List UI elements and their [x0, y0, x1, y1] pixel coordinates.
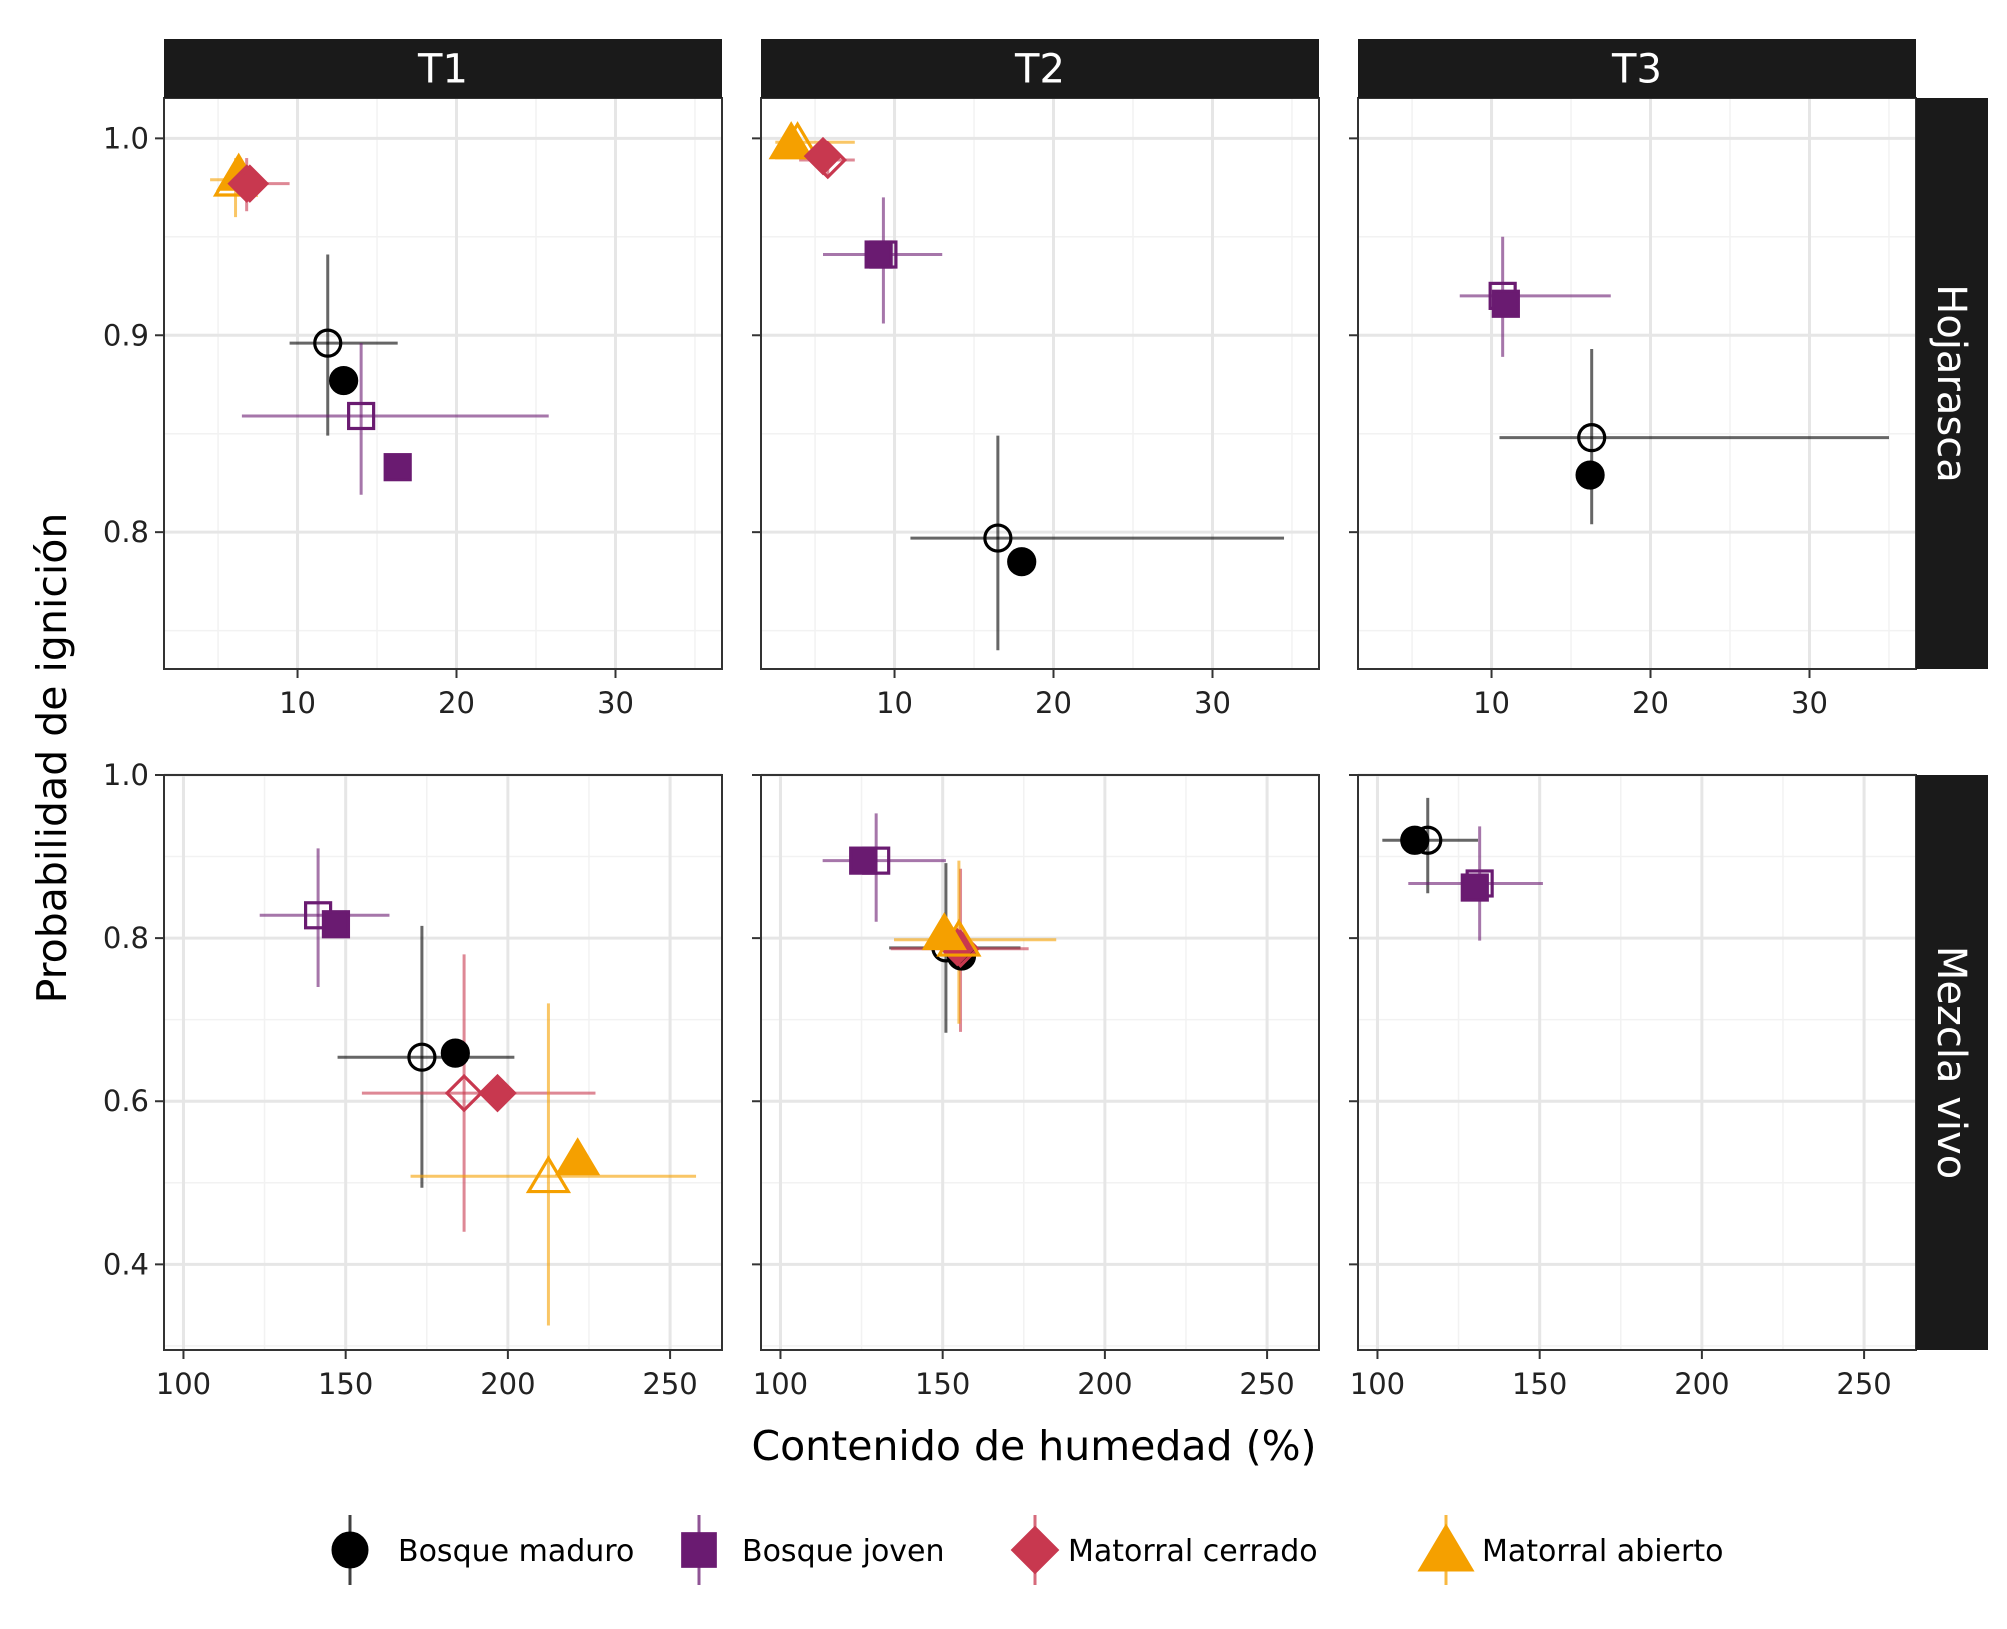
- data-points: [259, 848, 697, 1326]
- legend-label: Bosque maduro: [398, 1534, 634, 1569]
- strip-right: [1916, 775, 1988, 1350]
- panel-Mezcla vivo-T1: 0.4 0.6 0.8 1.0 100 150 200 250: [103, 758, 723, 1401]
- panel-Hojarasca-T2: 10 20 30 T2: [752, 39, 1320, 720]
- legend-label: Bosque joven: [742, 1534, 945, 1569]
- point-matorral-abierto-filled: [921, 912, 967, 951]
- legend-label: Matorral abierto: [1482, 1534, 1723, 1569]
- point-bosque-joven-hollow: [347, 401, 376, 431]
- panel-border: [163, 774, 723, 1351]
- panel-Mezcla vivo-T3: 100 150 200 250 Mezcla vivo: [1349, 773, 1988, 1401]
- x-tick-label: 10: [876, 686, 913, 720]
- legend-key-symbol: [331, 1531, 369, 1569]
- panels-layer: 0.8 0.9 1.0 10 20 30 T1 10 20 30 T2 10 20 30 T3 Hojaras…: [103, 39, 1988, 1401]
- legend-item-matorral-abierto: Matorral abierto: [1417, 1515, 1723, 1585]
- legend-key-symbol: [681, 1532, 717, 1568]
- data-points: [210, 152, 549, 495]
- point-bosque-joven-filled: [849, 846, 878, 875]
- legend: Bosque maduro Bosque joven Matorral cerrad…: [331, 1515, 1723, 1585]
- point-bosque-maduro-hollow: [313, 328, 343, 358]
- x-tick-label: 250: [1239, 1367, 1294, 1401]
- point-matorral-cerrado-hollow: [444, 1073, 484, 1113]
- panel-Hojarasca-T1: 0.8 0.9 1.0 10 20 30 T1: [103, 39, 723, 720]
- x-tick-label: 100: [156, 1367, 211, 1401]
- x-tick-label: 150: [1512, 1367, 1567, 1401]
- strip-top: [761, 39, 1319, 98]
- point-matorral-abierto-filled: [768, 121, 814, 160]
- panel-border: [760, 774, 1320, 1351]
- point-bosque-maduro-filled: [1007, 547, 1037, 577]
- x-axis-title: Contenido de humedad (%): [751, 1422, 1316, 1470]
- strip-top: [164, 39, 722, 98]
- x-tick-label: 20: [438, 686, 475, 720]
- data-points: [822, 813, 1057, 1033]
- x-tick-label: 10: [1473, 686, 1510, 720]
- strip-right: [1916, 98, 1988, 669]
- legend-item-bosque-joven: Bosque joven: [681, 1515, 945, 1585]
- x-tick-label: 30: [1194, 686, 1231, 720]
- point-matorral-cerrado-filled: [230, 164, 270, 203]
- legend-label: Matorral cerrado: [1068, 1534, 1318, 1569]
- point-bosque-joven-filled: [1460, 873, 1489, 902]
- legend-key-symbol: [1010, 1525, 1060, 1575]
- point-bosque-joven-filled: [383, 453, 412, 482]
- point-matorral-cerrado-filled: [478, 1073, 517, 1113]
- strip-label-top: T3: [1611, 47, 1662, 93]
- point-bosque-maduro-hollow: [983, 523, 1013, 553]
- x-tick-label: 10: [279, 686, 316, 720]
- point-bosque-maduro-filled: [440, 1038, 470, 1068]
- y-tick-label: 0.9: [103, 318, 149, 352]
- x-tick-label: 100: [1350, 1367, 1405, 1401]
- x-tick-label: 250: [1836, 1367, 1891, 1401]
- x-tick-label: 150: [915, 1367, 970, 1401]
- y-tick-label: 0.8: [103, 515, 149, 549]
- point-bosque-maduro-filled: [1400, 825, 1430, 855]
- strip-label-right: Hojarasca: [1928, 284, 1974, 482]
- strip-label-right: Mezcla vivo: [1928, 946, 1974, 1179]
- x-tick-label: 20: [1035, 686, 1072, 720]
- panel-Mezcla vivo-T2: 100 150 200 250: [752, 773, 1320, 1401]
- point-bosque-maduro-hollow: [407, 1042, 437, 1072]
- x-tick-label: 100: [753, 1367, 808, 1401]
- y-tick-label: 1.0: [103, 758, 149, 792]
- x-tick-label: 30: [1791, 686, 1828, 720]
- x-tick-label: 200: [1674, 1367, 1729, 1401]
- x-tick-label: 20: [1632, 686, 1669, 720]
- panel-background: [1358, 98, 1916, 669]
- point-bosque-maduro-filled: [329, 365, 359, 396]
- x-tick-label: 30: [597, 686, 634, 720]
- point-matorral-abierto-filled: [555, 1137, 601, 1176]
- y-axis-title: Probabilidad de ignición: [28, 513, 76, 1004]
- y-tick-label: 0.6: [103, 1084, 149, 1118]
- legend-item-matorral-cerrado: Matorral cerrado: [1010, 1515, 1318, 1585]
- y-tick-label: 0.8: [103, 921, 149, 955]
- data-points: [768, 121, 1285, 651]
- y-tick-label: 0.4: [103, 1247, 149, 1281]
- panel-background: [164, 775, 722, 1350]
- legend-key-symbol: [1417, 1523, 1475, 1572]
- legend-item-bosque-maduro: Bosque maduro: [331, 1515, 634, 1585]
- x-tick-label: 200: [480, 1367, 535, 1401]
- x-tick-label: 200: [1077, 1367, 1132, 1401]
- point-bosque-joven-filled: [1491, 289, 1520, 318]
- strip-label-top: T2: [1014, 47, 1065, 93]
- x-tick-label: 150: [318, 1367, 373, 1401]
- strip-top: [1358, 39, 1916, 98]
- strip-label-top: T1: [417, 47, 468, 93]
- x-tick-label: 250: [642, 1367, 697, 1401]
- point-bosque-joven-filled: [864, 240, 893, 269]
- point-bosque-joven-filled: [321, 910, 351, 939]
- point-bosque-maduro-filled: [1575, 460, 1605, 490]
- point-matorral-cerrado-filled: [803, 136, 843, 176]
- panel-background: [1358, 775, 1916, 1350]
- data-points: [1382, 797, 1543, 941]
- panel-background: [761, 98, 1319, 669]
- point-bosque-maduro-hollow: [1577, 423, 1607, 453]
- y-tick-label: 1.0: [103, 121, 149, 155]
- panel-Hojarasca-T3: 10 20 30 T3 Hojarasca: [1349, 39, 1988, 720]
- data-points: [1459, 236, 1889, 525]
